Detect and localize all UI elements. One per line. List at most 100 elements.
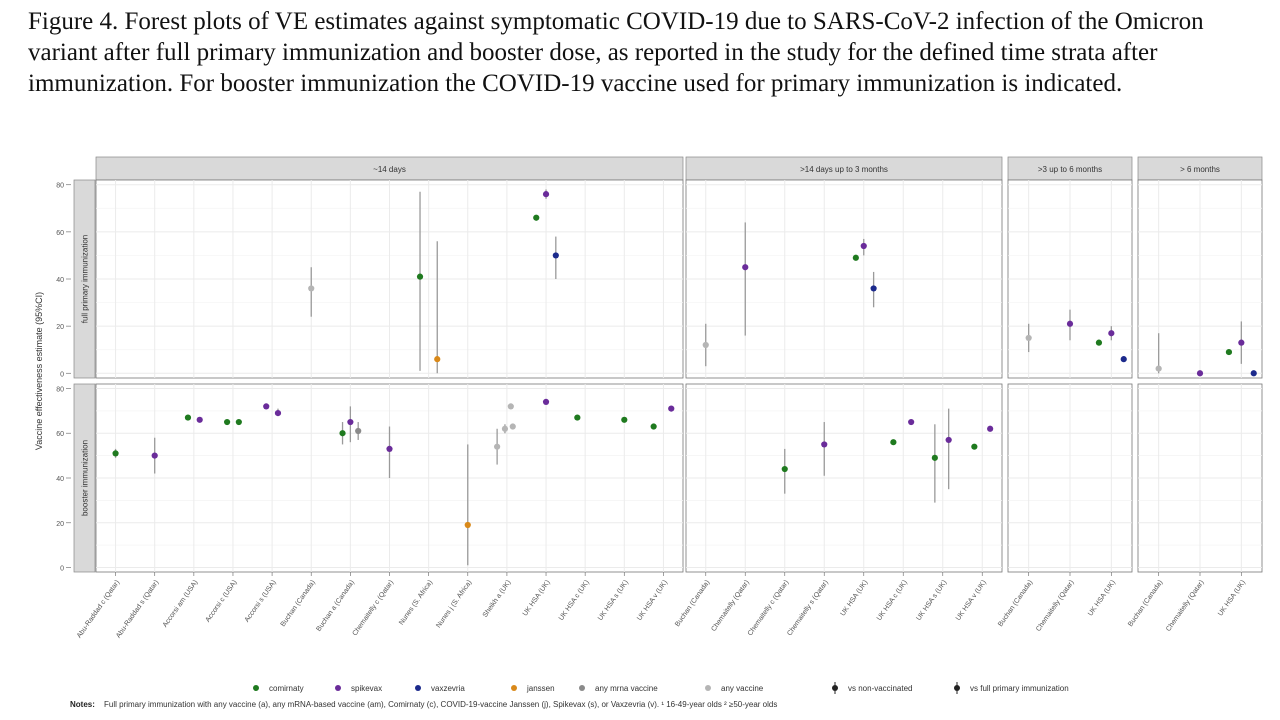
data-point	[223, 418, 231, 426]
legend-key-dot	[579, 685, 585, 691]
row-strip	[73, 179, 96, 379]
data-point	[339, 430, 346, 437]
data-point	[112, 450, 119, 457]
x-tick-label: Nunes (S. Africa)	[398, 579, 434, 626]
data-point	[852, 254, 859, 261]
data-point	[552, 252, 559, 259]
data-point	[1066, 320, 1074, 327]
legend-label: spikevax	[351, 684, 382, 693]
data-point	[574, 414, 581, 421]
data-point	[1250, 370, 1257, 377]
data-point	[263, 403, 270, 410]
data-point	[542, 191, 550, 198]
data-point	[542, 398, 550, 406]
figure-caption: Figure 4. Forest plots of VE estimates a…	[28, 8, 1204, 97]
data-point	[870, 285, 877, 292]
x-tick-label: UK HSA (UK)	[1217, 579, 1247, 617]
data-point	[196, 416, 203, 423]
data-point	[971, 443, 978, 450]
y-tick-label: 0	[60, 566, 64, 573]
x-tick-label: UK HSA (UK)	[522, 579, 552, 617]
y-tick-label: 60	[56, 431, 64, 438]
column-strip-label: >3 up to 6 months	[1038, 165, 1102, 174]
row-strip-label: full primary immunization	[81, 235, 90, 323]
facet-panels: full primary immunization 0 20 40 60 80 booste…	[56, 156, 1263, 640]
row-strip-label: booster immunization	[81, 440, 90, 516]
x-tick-label: Chemaitelly s (Qatar)	[786, 579, 830, 637]
data-point	[347, 418, 354, 426]
x-tick-label: UK HSA c (UK)	[558, 579, 591, 622]
y-tick-label: 20	[56, 521, 64, 528]
data-point	[945, 436, 952, 444]
y-tick-label: 0	[60, 371, 64, 378]
y-tick-label: 80	[56, 386, 64, 393]
row-strip	[73, 383, 96, 573]
data-point	[434, 356, 441, 363]
legend-key-dot	[954, 685, 960, 691]
x-tick-label: Sheikh a (UK)	[482, 579, 513, 619]
x-tick-label: Nunes j (S. Africa)	[435, 579, 473, 629]
legend-key-dot	[832, 685, 838, 691]
x-tick-label: UK HSA v (UK)	[955, 579, 988, 622]
data-point	[235, 418, 242, 426]
x-tick-label: Buchan a (Canada)	[315, 579, 356, 633]
x-tick-label: Accorsi c (USA)	[205, 579, 239, 623]
x-tick-label: Accorsi s (USA)	[244, 579, 278, 623]
data-point	[184, 414, 192, 421]
data-point	[1108, 330, 1115, 337]
chart-legend: comirnaty spikevax vaxzevria janssen any mrn…	[253, 682, 1069, 694]
legend-label: comirnaty	[269, 684, 304, 693]
legend-key-dot	[511, 685, 517, 691]
column-strip-label: ~14 days	[373, 165, 406, 174]
y-tick-label: 40	[56, 476, 64, 483]
legend-label: any mrna vaccine	[595, 684, 658, 693]
y-tick-label: 80	[56, 183, 64, 190]
x-tick-label: Abu-Raddad c (Qatar)	[76, 579, 121, 639]
column-strip-label: > 6 months	[1180, 165, 1220, 174]
legend-key-dot	[335, 685, 341, 691]
data-point	[860, 242, 867, 250]
x-tick-label: Buchan (Canada)	[997, 579, 1034, 628]
column-strip-label: >14 days up to 3 months	[800, 165, 888, 174]
x-tick-label: Chemaitelly c (Qatar)	[747, 579, 791, 637]
data-point	[464, 521, 471, 529]
data-point	[668, 405, 675, 412]
data-point	[908, 418, 915, 426]
data-point	[702, 341, 709, 349]
data-point	[931, 454, 938, 461]
data-point	[621, 416, 628, 423]
x-tick-label: UK HSA c (UK)	[876, 579, 909, 622]
legend-key-dot	[415, 685, 421, 691]
data-point	[821, 441, 828, 448]
x-tick-label: Accorsi am (USA)	[162, 579, 200, 629]
legend-label: janssen	[526, 684, 555, 693]
data-point	[781, 465, 788, 473]
legend-label: vs full primary immunization	[970, 684, 1069, 693]
data-point	[507, 403, 514, 410]
x-tick-label: Buchan (Canada)	[280, 579, 317, 628]
y-tick-label: 60	[56, 230, 64, 237]
data-point	[355, 427, 362, 435]
data-point	[890, 439, 897, 446]
x-tick-label: Chemaitelly (Qatar)	[1035, 579, 1076, 633]
data-point	[987, 425, 994, 432]
y-tick-label: 40	[56, 277, 64, 284]
x-tick-label: UK HSA s (UK)	[915, 579, 948, 622]
x-tick-label: UK HSA v (UK)	[636, 579, 669, 622]
x-tick-label: Chemaitelly c (Qatar)	[351, 579, 395, 637]
data-point	[650, 423, 657, 430]
data-point	[494, 443, 501, 450]
data-point	[1155, 365, 1162, 372]
legend-label: vs non-vaccinated	[848, 684, 912, 693]
x-tick-label: Abu-Raddad s (Qatar)	[115, 579, 160, 639]
data-point	[386, 445, 393, 453]
data-point	[1120, 356, 1127, 363]
x-tick-label: Chemaitelly (Qatar)	[1165, 579, 1206, 633]
x-tick-label: Buchan (Canada)	[674, 579, 711, 628]
notes-text: Full primary immunization with any vacci…	[104, 700, 777, 709]
data-point	[533, 214, 540, 221]
y-axis-title: Vaccine effectiveness estimate (95%CI)	[34, 292, 44, 450]
data-point	[308, 285, 315, 292]
x-tick-label: Chemaitelly (Qatar)	[710, 579, 751, 633]
